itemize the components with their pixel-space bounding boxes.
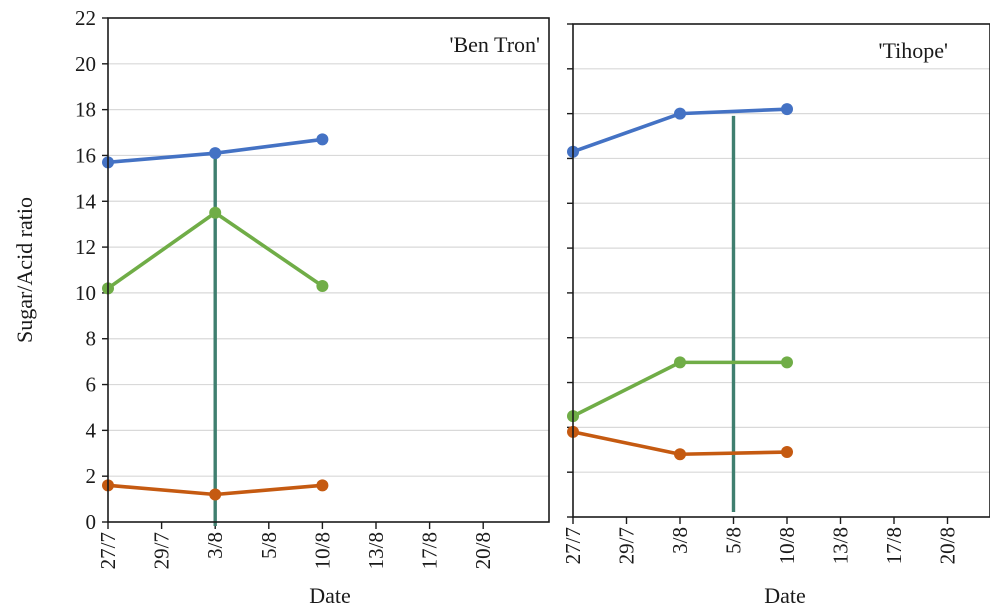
chart-panel-ben-tron: 0 2 4 6 8 10 12 14 16 18 20 22 27/7 29/7 3/8 5/8 10/8 13… bbox=[12, 6, 550, 606]
y-tick-label: 4 bbox=[86, 418, 97, 442]
x-tick-label: 20/8 bbox=[471, 532, 495, 569]
data-point bbox=[781, 446, 793, 459]
data-point bbox=[781, 103, 793, 116]
plot-frame bbox=[572, 23, 990, 518]
data-marks bbox=[567, 103, 793, 512]
x-axis-title: Date bbox=[309, 583, 351, 606]
x-tick-label: 20/8 bbox=[936, 527, 960, 564]
y-tick-label: 18 bbox=[75, 98, 96, 122]
x-tick-label: 27/7 bbox=[96, 532, 120, 569]
x-tick-label: 5/8 bbox=[257, 532, 281, 559]
panel-title: 'Ben Tron' bbox=[450, 32, 540, 57]
y-tick-label: 12 bbox=[75, 235, 96, 259]
plot-frame bbox=[107, 17, 550, 523]
data-point bbox=[316, 133, 329, 146]
y-tick-label: 16 bbox=[75, 143, 96, 167]
data-point bbox=[209, 147, 222, 160]
y-tick-label: 14 bbox=[75, 189, 97, 213]
y-tick-marks bbox=[567, 23, 573, 518]
x-tick-label: 10/8 bbox=[310, 532, 334, 569]
x-tick-label: 13/8 bbox=[829, 527, 853, 564]
x-tick-labels: 27/7 29/7 3/8 5/8 10/8 13/8 17/8 20/8 bbox=[96, 522, 495, 569]
y-axis-title: Sugar/Acid ratio bbox=[12, 197, 37, 343]
data-point bbox=[316, 280, 329, 293]
y-tick-label: 8 bbox=[86, 327, 97, 351]
x-tick-label: 3/8 bbox=[203, 532, 227, 559]
panel-title: 'Tihope' bbox=[879, 38, 949, 63]
y-tick-label: 6 bbox=[86, 373, 97, 397]
x-tick-label: 10/8 bbox=[775, 527, 799, 564]
x-tick-label: 29/7 bbox=[615, 527, 639, 564]
y-tick-labels: 0 2 4 6 8 10 12 14 16 18 20 22 bbox=[75, 6, 108, 534]
chart-panel-tihope: 27/7 29/7 3/8 5/8 10/8 13/8 17/8 20/8 'Tihope' … bbox=[561, 23, 990, 606]
y-tick-label: 10 bbox=[75, 281, 96, 305]
y-tick-label: 22 bbox=[75, 6, 96, 30]
x-axis-title: Date bbox=[764, 583, 806, 606]
x-tick-labels: 27/7 29/7 3/8 5/8 10/8 13/8 17/8 20/8 bbox=[561, 517, 960, 564]
data-point bbox=[674, 356, 686, 369]
data-point bbox=[674, 107, 686, 120]
x-tick-label: 13/8 bbox=[364, 532, 388, 569]
y-tick-label: 0 bbox=[86, 510, 97, 534]
x-tick-label: 17/8 bbox=[882, 527, 906, 564]
y-tick-label: 2 bbox=[86, 464, 97, 488]
x-tick-label: 27/7 bbox=[561, 527, 585, 564]
data-point bbox=[781, 356, 793, 369]
data-point bbox=[209, 206, 222, 219]
data-marks bbox=[102, 133, 329, 526]
x-tick-label: 3/8 bbox=[668, 527, 692, 554]
x-tick-label: 29/7 bbox=[150, 532, 174, 569]
data-point bbox=[316, 479, 329, 492]
x-tick-label: 17/8 bbox=[418, 532, 442, 569]
data-point bbox=[209, 488, 222, 501]
data-point bbox=[674, 448, 686, 461]
x-tick-label: 5/8 bbox=[722, 527, 746, 554]
gridlines bbox=[108, 63, 549, 477]
y-tick-label: 20 bbox=[75, 52, 96, 76]
series-line bbox=[572, 360, 787, 418]
